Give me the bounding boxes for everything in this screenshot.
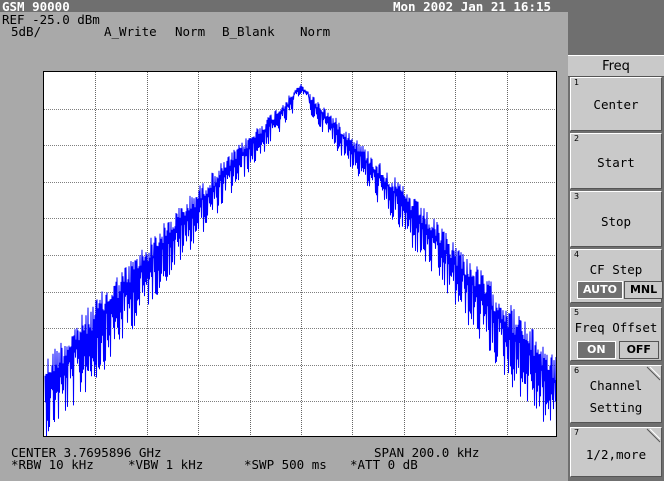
- softkey-number: 3: [574, 192, 580, 201]
- softkey-label-line2: Setting: [589, 400, 643, 415]
- span-label: SPAN 200.0 kHz: [374, 445, 480, 460]
- freq-offset-toggle[interactable]: ON OFF: [577, 341, 659, 359]
- softkey-label: Stop: [600, 214, 632, 229]
- cf-step-toggle[interactable]: AUTO MNL: [577, 281, 664, 299]
- softkey-label: CF Step: [589, 262, 643, 277]
- title-bar: GSM 90000 Mon 2002 Jan 21 16:15: [0, 0, 568, 14]
- cf-step-manual-option[interactable]: MNL: [623, 281, 664, 299]
- channel-setting-softkey[interactable]: 6 Channel Setting: [570, 365, 662, 423]
- softkey-number: 4: [574, 250, 580, 259]
- cf-step-softkey[interactable]: 4 CF Step AUTO MNL: [570, 249, 664, 303]
- softkey-number: 2: [574, 134, 580, 143]
- mode-label: GSM 90000: [2, 0, 70, 14]
- sweep-time-label: *SWP 500 ms: [244, 457, 327, 472]
- scale-label: 5dB/: [11, 24, 42, 39]
- freq-offset-off-option[interactable]: OFF: [618, 341, 659, 359]
- center-freq-label: CENTER 3.7695896 GHz: [11, 445, 162, 460]
- rbw-label: *RBW 10 kHz: [11, 457, 94, 472]
- trace-b-label: B_Blank: [222, 24, 275, 39]
- menu-title: Freq: [568, 55, 664, 77]
- softkey-number: 5: [574, 308, 580, 317]
- spectrum-trace-plot: [44, 72, 556, 436]
- center-freq-softkey[interactable]: 1 Center: [570, 77, 662, 131]
- softkey-label: Channel: [589, 378, 643, 393]
- softkey-label: Freq Offset: [574, 320, 658, 335]
- softkey-label: 1/2,more: [585, 447, 647, 462]
- stop-freq-softkey[interactable]: 3 Stop: [570, 191, 662, 247]
- attenuation-label: *ATT 0 dB: [350, 457, 418, 472]
- start-freq-softkey[interactable]: 2 Start: [570, 133, 662, 189]
- softkey-number: 7: [574, 428, 580, 437]
- softkey-label: Center: [593, 97, 639, 112]
- submenu-corner-icon: [646, 366, 661, 381]
- datetime-label: Mon 2002 Jan 21 16:15: [393, 0, 552, 14]
- softkey-number: 6: [574, 366, 580, 375]
- trace-b-mode: Norm: [300, 24, 331, 39]
- cf-step-auto-option[interactable]: AUTO: [577, 281, 623, 299]
- submenu-corner-icon: [646, 428, 661, 443]
- spectrum-graticule: [43, 71, 557, 437]
- more-softkey[interactable]: 7 1/2,more: [570, 427, 662, 477]
- softkey-label: Start: [597, 155, 635, 170]
- trace-a-label: A_Write: [104, 24, 157, 39]
- freq-offset-on-option[interactable]: ON: [577, 341, 616, 359]
- spectrum-trace: [44, 84, 556, 436]
- ref-level-label: REF -25.0 dBm: [2, 12, 100, 27]
- trace-a-mode: Norm: [175, 24, 206, 39]
- softkey-number: 1: [574, 78, 580, 87]
- freq-offset-softkey[interactable]: 5 Freq Offset ON OFF: [570, 307, 662, 361]
- vbw-label: *VBW 1 kHz: [128, 457, 204, 472]
